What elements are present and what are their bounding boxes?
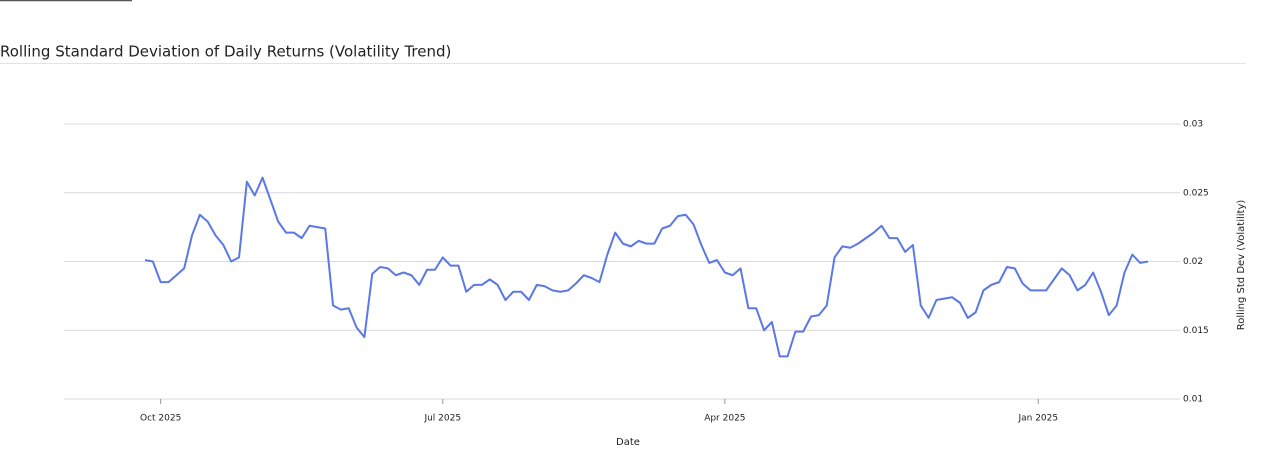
volatility-line bbox=[144, 176, 1149, 358]
y-tick-label: 0.025 bbox=[1183, 188, 1209, 198]
x-tick-label: Jul 2025 bbox=[423, 414, 461, 424]
y-tick-label: 0.015 bbox=[1183, 326, 1209, 336]
y-tick-label: 0.03 bbox=[1183, 120, 1203, 130]
y-tick-label: 0.02 bbox=[1183, 257, 1203, 267]
chart-title: Rolling Standard Deviation of Daily Retu… bbox=[0, 43, 451, 61]
x-axis-title: Date bbox=[616, 437, 640, 448]
x-tick-label: Apr 2025 bbox=[704, 414, 745, 424]
x-tick-label: Oct 2025 bbox=[140, 414, 181, 424]
y-tick-label: 0.01 bbox=[1183, 395, 1203, 405]
x-tick-label: Jan 2025 bbox=[1017, 414, 1058, 424]
y-axis-title: Rolling Std Dev (Volatility) bbox=[1236, 200, 1247, 331]
